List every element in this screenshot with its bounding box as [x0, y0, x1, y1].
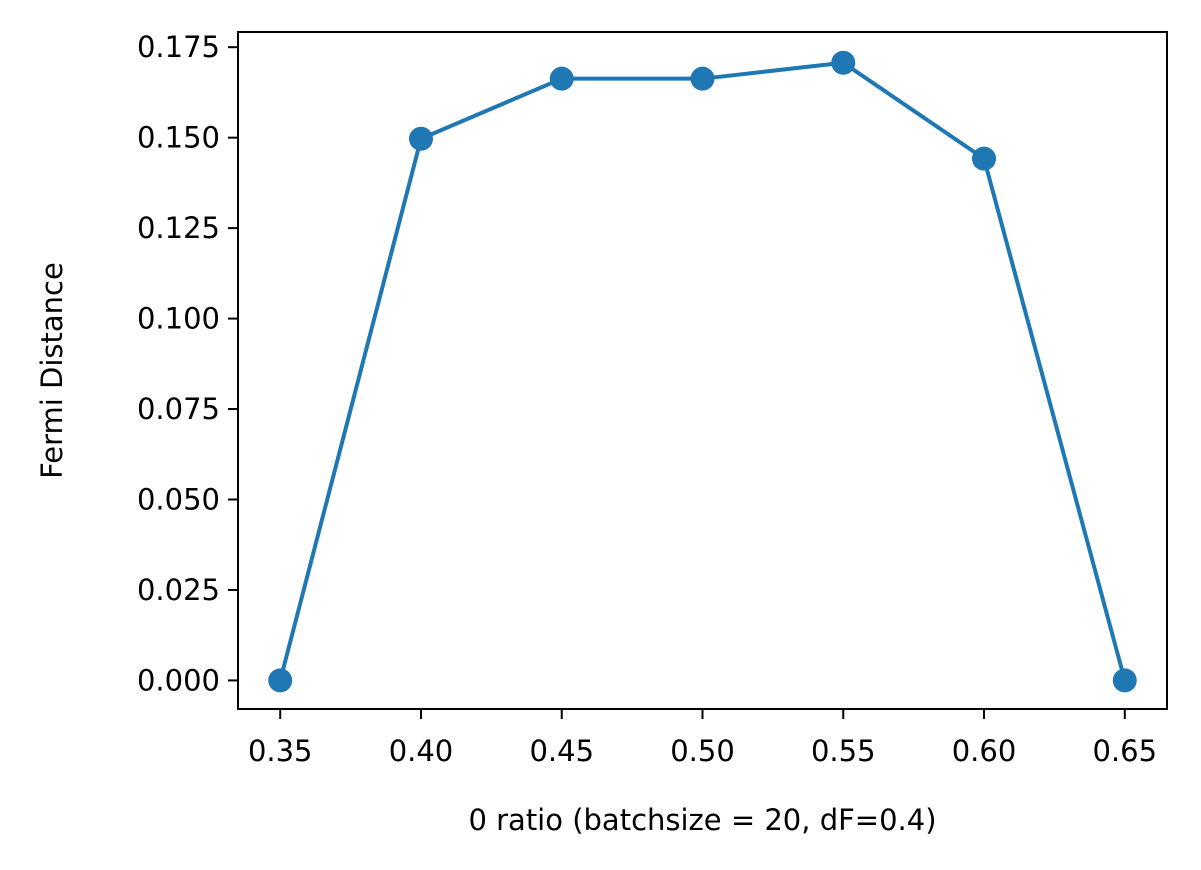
data-point: [972, 146, 997, 171]
y-tick-label: 0.025: [137, 573, 220, 607]
data-point: [690, 66, 715, 91]
data-point: [831, 50, 856, 75]
y-tick-label: 0.150: [137, 121, 220, 155]
x-tick-label: 0.40: [389, 734, 454, 768]
data-point: [1112, 668, 1137, 693]
y-tick-label: 0.175: [137, 30, 220, 64]
x-tick-label: 0.50: [670, 734, 735, 768]
data-point: [268, 668, 293, 693]
data-point: [549, 66, 574, 91]
y-tick-label: 0.125: [137, 211, 220, 245]
x-tick-label: 0.60: [952, 734, 1017, 768]
axis-ticks: 0.35 0.40 0.45 0.50 0.55 0.60 0.65 0.000 0.025 0.…: [137, 30, 1157, 768]
x-axis-label: 0 ratio (batchsize = 20, dF=0.4): [468, 803, 936, 837]
plot-frame: [237, 31, 1168, 710]
y-axis-label: Fermi Distance: [35, 262, 69, 479]
plot-area: [268, 50, 1137, 693]
x-tick-label: 0.65: [1092, 734, 1157, 768]
x-tick-label: 0.55: [811, 734, 876, 768]
x-tick-label: 0.35: [248, 734, 313, 768]
y-tick-label: 0.000: [137, 663, 220, 697]
y-tick-label: 0.075: [137, 392, 220, 426]
data-point: [408, 126, 433, 151]
y-tick-label: 0.100: [137, 302, 220, 336]
x-tick-label: 0.45: [529, 734, 594, 768]
y-tick-label: 0.050: [137, 482, 220, 516]
